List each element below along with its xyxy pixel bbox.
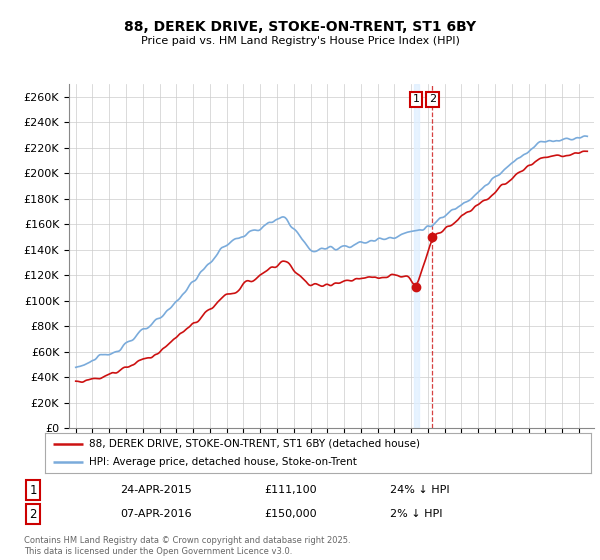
Text: 2% ↓ HPI: 2% ↓ HPI <box>390 509 443 519</box>
Bar <box>413 84 419 428</box>
Text: 2: 2 <box>429 94 436 104</box>
Text: 1: 1 <box>29 483 37 497</box>
Text: £150,000: £150,000 <box>264 509 317 519</box>
Text: Price paid vs. HM Land Registry's House Price Index (HPI): Price paid vs. HM Land Registry's House … <box>140 36 460 46</box>
Text: 1: 1 <box>413 94 420 104</box>
Text: 88, DEREK DRIVE, STOKE-ON-TRENT, ST1 6BY: 88, DEREK DRIVE, STOKE-ON-TRENT, ST1 6BY <box>124 20 476 34</box>
Text: £111,100: £111,100 <box>264 485 317 495</box>
Text: 24% ↓ HPI: 24% ↓ HPI <box>390 485 449 495</box>
Text: 24-APR-2015: 24-APR-2015 <box>120 485 192 495</box>
Text: 2: 2 <box>29 507 37 521</box>
Text: HPI: Average price, detached house, Stoke-on-Trent: HPI: Average price, detached house, Stok… <box>89 458 356 467</box>
Text: 07-APR-2016: 07-APR-2016 <box>120 509 191 519</box>
Text: Contains HM Land Registry data © Crown copyright and database right 2025.
This d: Contains HM Land Registry data © Crown c… <box>24 536 350 556</box>
Text: 88, DEREK DRIVE, STOKE-ON-TRENT, ST1 6BY (detached house): 88, DEREK DRIVE, STOKE-ON-TRENT, ST1 6BY… <box>89 439 419 449</box>
